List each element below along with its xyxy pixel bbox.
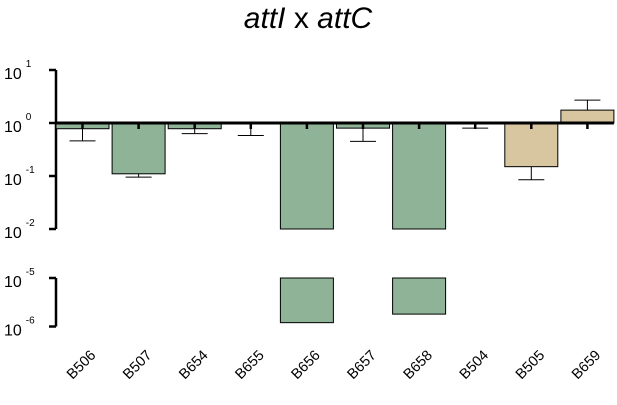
bar-B658-lower (392, 277, 447, 315)
x-label-B659: B659 (569, 348, 604, 383)
baseline-group (56, 121, 614, 129)
y-tick-label-upper-2: 10-1 (4, 165, 35, 189)
bar-B505 (504, 122, 559, 168)
x-label-B507: B507 (120, 348, 155, 383)
bar-B659 (560, 109, 615, 124)
x-label-B657: B657 (345, 348, 380, 383)
x-label-B506: B506 (64, 348, 99, 383)
bar-B507 (111, 122, 166, 175)
bar-B656-upper (279, 122, 334, 230)
x-label-B504: B504 (457, 348, 492, 383)
y-tick-label-upper-3: 10-2 (4, 218, 35, 242)
x-tick-labels: B506 B507 B654 B655 B656 B657 B658 B504 B505 B659 (64, 348, 604, 383)
bars (55, 109, 615, 324)
y-tick-label-lower-0: 10-5 (4, 267, 35, 291)
axes (49, 68, 58, 328)
x-label-B654: B654 (176, 348, 211, 383)
x-label-B655: B655 (232, 348, 267, 383)
bar-B656-lower (279, 277, 334, 324)
x-label-B658: B658 (401, 348, 436, 383)
y-tick-labels: 101 100 10-1 10-2 10-5 10-6 (4, 59, 35, 340)
y-tick-label-upper-1: 100 (4, 112, 32, 136)
chart-title: attI x attC (244, 2, 373, 35)
y-tick-label-upper-0: 101 (4, 59, 32, 83)
y-tick-label-lower-1: 10-6 (4, 316, 35, 340)
x-label-B656: B656 (288, 348, 323, 383)
x-label-B505: B505 (513, 348, 548, 383)
bar-B658-upper (392, 122, 447, 230)
error-bars (69, 99, 601, 181)
